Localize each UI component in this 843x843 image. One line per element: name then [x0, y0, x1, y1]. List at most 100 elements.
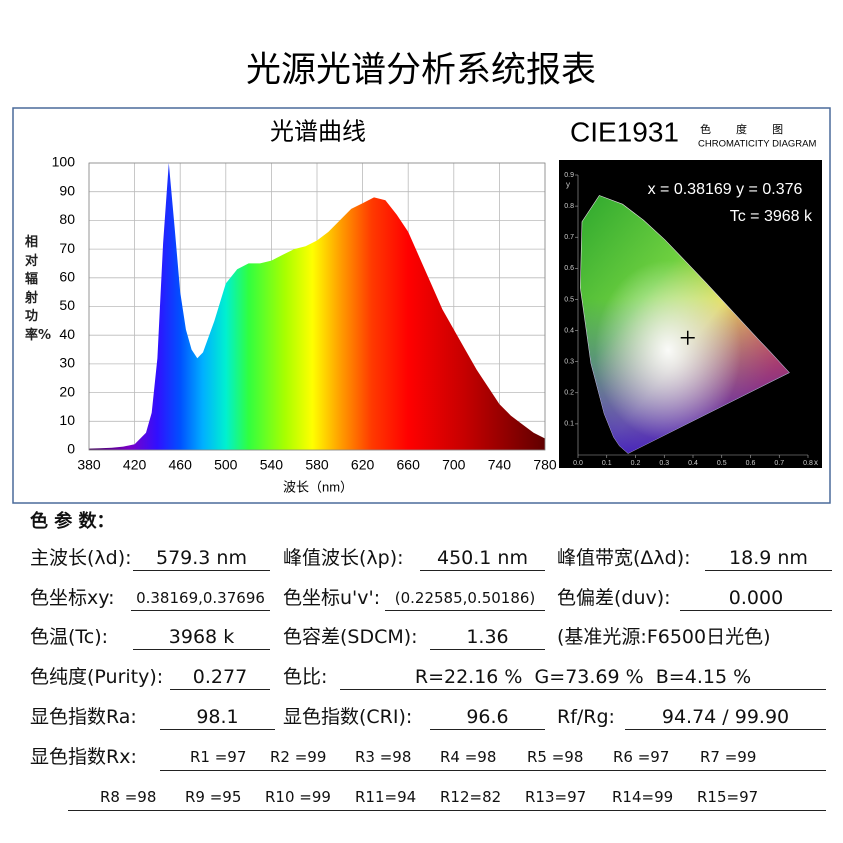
y-tick-label: 20: [59, 383, 75, 399]
y-tick-label: 60: [59, 269, 75, 285]
x-tick-label: 0.6: [746, 460, 756, 467]
chart-subtitle: CHROMATICITY DIAGRAM: [698, 139, 816, 150]
x-tick-label: 580: [305, 457, 329, 473]
parameter-label: 显色指数(CRI):: [283, 706, 413, 728]
parameter-value: 0.277: [170, 665, 270, 690]
parameter-value: 3968 k: [133, 625, 270, 650]
parameter-label: R5 =98: [527, 748, 584, 766]
x-tick-label: 0.4: [688, 460, 698, 467]
chromaticity-point: [680, 330, 695, 345]
parameter-label: R8 =98: [100, 788, 157, 806]
parameter-value: 0.000: [680, 586, 832, 611]
x-tick-label: 620: [351, 457, 375, 473]
parameter-label: R3 =98: [355, 748, 412, 766]
x-tick-label: 0.3: [659, 460, 669, 467]
spectrum-chart: 光谱曲线 0 10 20 30 40 50 60 70 80 90 100 380 420 460 500 54…: [52, 118, 557, 494]
parameter-label: 显色指数Rx:: [30, 746, 137, 768]
x-tick-label: 780: [533, 457, 557, 473]
parameter-label: R1 =97: [190, 748, 247, 766]
y-tick-label: 0.7: [564, 234, 574, 241]
parameter-label: 色偏差(duv):: [557, 587, 671, 609]
chart-frame: [12, 107, 831, 504]
parameter-label: R9 =95: [185, 788, 242, 806]
parameter-label: R7 =99: [700, 748, 757, 766]
parameter-value: 0.38169,0.37696: [131, 586, 270, 611]
parameter-label: 显色指数Ra:: [30, 706, 137, 728]
chart-title: CIE1931: [570, 116, 679, 147]
parameter-label: R4 =98: [440, 748, 497, 766]
plot-frame: [88, 162, 546, 451]
y-tick-label: 70: [59, 240, 75, 256]
x-axis-label: 波长（nm）: [283, 479, 353, 494]
parameter-label: 色纯度(Purity):: [30, 666, 164, 688]
x-tick-label: 0.5: [717, 460, 727, 467]
cie-chart: CIE1931 色 度 图 CHROMATICITY DIAGRAM 0.0 0.1 0.…: [559, 116, 822, 468]
y-tick-label: 40: [59, 326, 75, 342]
y-tick-label: 0.5: [564, 296, 574, 303]
parameter-value: 94.74 / 99.90: [625, 705, 826, 730]
parameter-label: R6 =97: [613, 748, 670, 766]
parameter-label: 峰值带宽(Δλd):: [557, 547, 691, 569]
underline: [160, 770, 826, 771]
parameter-label: 色温(Tc):: [30, 626, 109, 648]
locus-white: [580, 195, 790, 454]
x-tick-label: 0.1: [602, 460, 612, 467]
parameter-value: 98.1: [160, 705, 275, 730]
underline: [68, 810, 826, 811]
x-tick-label: 0.8: [803, 460, 813, 467]
x-tick-label: 660: [397, 457, 421, 473]
y-tick-label: 0: [67, 441, 75, 457]
parameter-label: R12=82: [440, 788, 502, 806]
parameter-value: 579.3 nm: [133, 546, 270, 571]
x-tick-label: 420: [123, 457, 147, 473]
parameter-label: R13=97: [525, 788, 587, 806]
parameter-label: R11=94: [355, 788, 417, 806]
parameter-label: R2 =99: [270, 748, 327, 766]
y-tick-label: 0.8: [564, 203, 574, 210]
parameter-value: 1.36: [430, 625, 545, 650]
parameter-label: 色坐标u'v':: [283, 587, 381, 609]
parameter-label: (基准光源:F6500日光色): [557, 626, 771, 648]
y-tick-label: 10: [59, 412, 75, 428]
parameter-label: 峰值波长(λp):: [283, 547, 404, 569]
report-title: 光源光谱分析系统报表: [246, 50, 596, 89]
parameter-value: R=22.16 % G=73.69 % B=4.15 %: [340, 665, 826, 690]
x-tick-label: 0.0: [573, 460, 583, 467]
y-tick-label: 30: [59, 355, 75, 371]
section-heading: 色 参 数：: [30, 511, 115, 532]
y-tick-label: 80: [59, 211, 75, 227]
annotation: x = 0.38169 y = 0.376: [648, 181, 803, 198]
y-tick-label: 90: [59, 182, 75, 198]
parameter-value: 96.6: [430, 705, 545, 730]
parameter-label: 色容差(SDCM):: [283, 626, 418, 648]
y-axis-label: 相对辐射功率%: [25, 235, 52, 343]
x-tick-label: 460: [169, 457, 193, 473]
x-tick-label: 700: [442, 457, 466, 473]
y-tick-label: 100: [52, 154, 76, 170]
parameter-value: 18.9 nm: [705, 546, 832, 571]
spectrum-area: [89, 163, 545, 450]
y-tick-label: 50: [59, 297, 75, 313]
x-axis-label: x: [814, 458, 818, 467]
parameter-label: R10 =99: [265, 788, 331, 806]
y-tick-label: 0.9: [564, 172, 574, 179]
chart-title: 光谱曲线: [270, 118, 366, 145]
x-tick-label: 0.2: [631, 460, 641, 467]
parameter-label: R14=99: [612, 788, 674, 806]
y-tick-label: 0.6: [564, 265, 574, 272]
parameter-label: 色坐标xy:: [30, 587, 115, 609]
x-tick-label: 0.7: [774, 460, 784, 467]
parameter-value: (0.22585,0.50186): [385, 586, 545, 611]
x-tick-label: 740: [488, 457, 512, 473]
y-tick-label: 0.2: [564, 390, 574, 397]
annotation: Tc = 3968 k: [730, 208, 813, 225]
parameter-label: 主波长(λd):: [30, 547, 132, 569]
chart-subtitle: 色 度 图: [700, 122, 783, 136]
parameter-label: Rf/Rg:: [557, 706, 615, 728]
x-tick-label: 380: [77, 457, 101, 473]
parameter-value: 450.1 nm: [420, 546, 545, 571]
y-tick-label: 0.4: [564, 327, 574, 334]
x-tick-label: 540: [260, 457, 284, 473]
